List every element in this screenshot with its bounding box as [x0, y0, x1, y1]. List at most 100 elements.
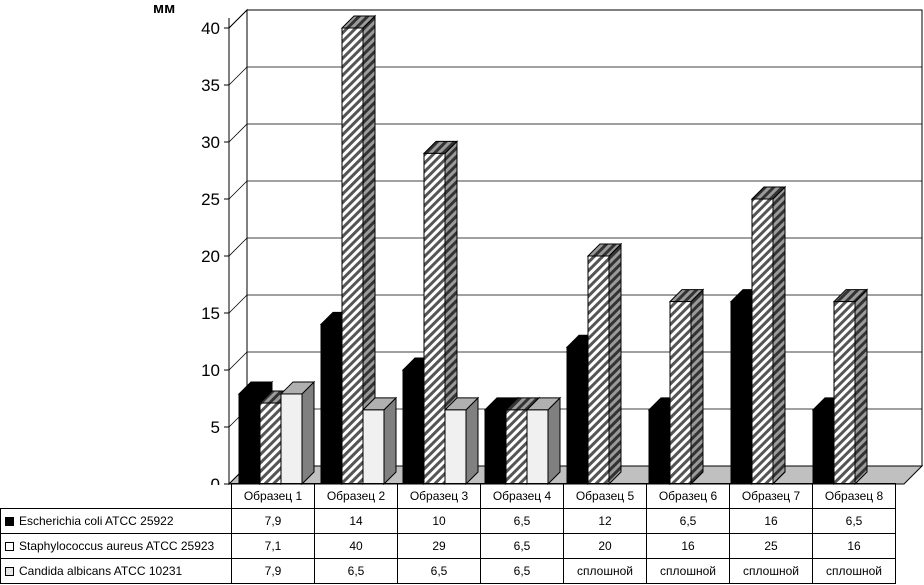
table-row: Escherichia coli ATCC 25922 7,9 14 10 6,… — [0, 508, 896, 534]
bar-front — [587, 255, 610, 485]
y-tick-label: 20 — [201, 247, 220, 266]
table-cell: 6,5 — [314, 558, 398, 584]
table-row: Candida albicans ATCC 10231 7,9 6,5 6,5 … — [0, 558, 896, 584]
bar-front — [833, 301, 856, 485]
table-cell: 25 — [729, 533, 813, 559]
bar-front — [669, 301, 692, 485]
table-header-cell: Образец 6 — [646, 483, 730, 509]
table-cell: 16 — [646, 533, 730, 559]
legend-key-black — [5, 517, 14, 527]
bar-front — [444, 409, 467, 485]
table-row: Staphylococcus aureus ATCC 25923 7,1 40 … — [0, 533, 896, 559]
table-header-cell: Образец 8 — [812, 483, 896, 509]
bar — [586, 242, 623, 485]
series-name: Staphylococcus aureus ATCC 25923 — [19, 539, 215, 553]
bar-front — [730, 301, 753, 485]
table-cell: 29 — [397, 533, 481, 559]
bar-front — [566, 346, 589, 485]
table-cell: 6,5 — [397, 558, 481, 584]
y-tick-label: 30 — [201, 133, 220, 152]
bar-side — [690, 288, 704, 485]
table-cell: 14 — [314, 508, 398, 534]
legend-key-hatched — [5, 542, 14, 552]
table-cell: 7,1 — [231, 533, 315, 559]
legend-entry: Staphylococcus aureus ATCC 25923 — [0, 533, 232, 559]
bar-front — [751, 198, 774, 485]
gridline-side — [228, 66, 248, 86]
table-cell: 6,5 — [646, 508, 730, 534]
bar-side — [465, 396, 479, 485]
table-cell: 16 — [812, 533, 896, 559]
bar — [525, 396, 562, 485]
table-cell: 6,5 — [480, 533, 564, 559]
bar — [668, 288, 705, 485]
bar-front — [259, 402, 282, 485]
bar-front — [320, 323, 343, 485]
bar-side — [772, 185, 786, 485]
table-cell: сплошной — [563, 558, 647, 584]
table-corner — [1, 484, 232, 509]
bar-side — [301, 380, 315, 485]
y-tick-label: 10 — [201, 361, 220, 380]
table-header-cell: Образец 7 — [729, 483, 813, 509]
bar-side — [854, 288, 868, 485]
y-unit-label: мм — [153, 0, 176, 17]
table-header-cell: Образец 3 — [397, 483, 481, 509]
bar — [340, 14, 377, 485]
table-cell: 6,5 — [480, 508, 564, 534]
table-cell: 20 — [563, 533, 647, 559]
legend-entry: Candida albicans ATCC 10231 — [0, 558, 232, 584]
bar-front — [341, 27, 364, 485]
y-tick-label: 5 — [211, 418, 220, 437]
gridline-side — [228, 9, 248, 29]
bar-side — [547, 396, 561, 485]
gridline-side — [228, 180, 248, 200]
table-header-cell: Образец 1 — [231, 483, 315, 509]
table-header-cell: Образец 2 — [314, 483, 398, 509]
bar — [361, 396, 398, 485]
bar-front — [648, 409, 671, 485]
table-cell: 6,5 — [480, 558, 564, 584]
gridline-side — [228, 237, 248, 257]
table-cell: 16 — [729, 508, 813, 534]
series-name: Candida albicans ATCC 10231 — [19, 564, 183, 578]
bar-front — [362, 409, 385, 485]
table-cell: 7,9 — [231, 508, 315, 534]
series-name: Escherichia coli ATCC 25922 — [19, 514, 174, 528]
table-cell: 10 — [397, 508, 481, 534]
table-cell: 12 — [563, 508, 647, 534]
y-tick-label: 25 — [201, 190, 220, 209]
gridline-side — [228, 123, 248, 143]
bar-front — [238, 393, 261, 485]
table-cell: 6,5 — [812, 508, 896, 534]
table-header-cell: Образец 5 — [563, 483, 647, 509]
bar — [832, 288, 869, 485]
bar-front — [423, 152, 446, 485]
y-tick-label: 0 — [211, 475, 220, 485]
legend-key-grey — [5, 567, 14, 577]
bar — [443, 396, 480, 485]
data-table: Образец 1 Образец 2 Образец 3 Образец 4 … — [0, 483, 896, 584]
gridline-side — [228, 351, 248, 371]
bar-side — [608, 242, 622, 485]
bar — [422, 140, 459, 485]
bars — [237, 14, 869, 485]
bar — [750, 185, 787, 485]
table-cell: сплошной — [729, 558, 813, 584]
bar-front — [280, 393, 303, 485]
bar-side — [383, 396, 397, 485]
bar-front — [484, 409, 507, 485]
bar-front — [526, 409, 549, 485]
bar-front — [812, 409, 835, 485]
y-tick-label: 35 — [201, 76, 220, 95]
table-header-cell: Образец 4 — [480, 483, 564, 509]
y-tick-label: 40 — [201, 19, 220, 38]
bar-chart: 0 5 10 15 20 25 30 35 40 — [201, 8, 924, 485]
table-header-row: Образец 1 Образец 2 Образец 3 Образец 4 … — [1, 483, 896, 509]
legend-entry: Escherichia coli ATCC 25922 — [0, 508, 232, 534]
table-cell: 7,9 — [231, 558, 315, 584]
table-cell: 40 — [314, 533, 398, 559]
bar — [279, 380, 316, 485]
bar-front — [402, 369, 425, 485]
table-cell: сплошной — [812, 558, 896, 584]
